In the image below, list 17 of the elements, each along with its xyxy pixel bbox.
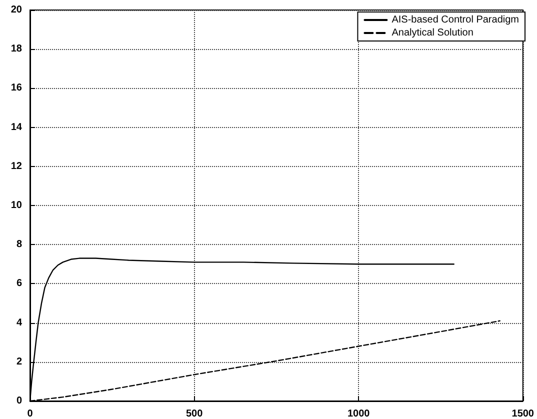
y-tick-label: 0 xyxy=(16,396,22,406)
x-tick-label: 0 xyxy=(27,408,34,419)
y-tick-label: 18 xyxy=(10,44,22,55)
legend-label: AIS-based Control Paradigm xyxy=(392,14,520,26)
y-tick-label: 2 xyxy=(16,356,22,368)
y-tick-label: 8 xyxy=(16,239,22,250)
y-tick-label: 20 xyxy=(10,4,22,16)
y-tick-label: 16 xyxy=(10,82,22,94)
y-tick-label: 6 xyxy=(16,278,22,290)
x-tick-label: 1000 xyxy=(347,408,370,419)
y-tick-label: 4 xyxy=(16,317,22,328)
y-tick-label: 14 xyxy=(10,122,22,133)
x-tick-label: 1500 xyxy=(512,408,534,419)
legend-label: Analytical Solution xyxy=(392,28,474,38)
y-tick-label: 10 xyxy=(10,200,22,211)
y-tick-label: 12 xyxy=(10,160,22,172)
x-tick-label: 500 xyxy=(186,408,204,419)
